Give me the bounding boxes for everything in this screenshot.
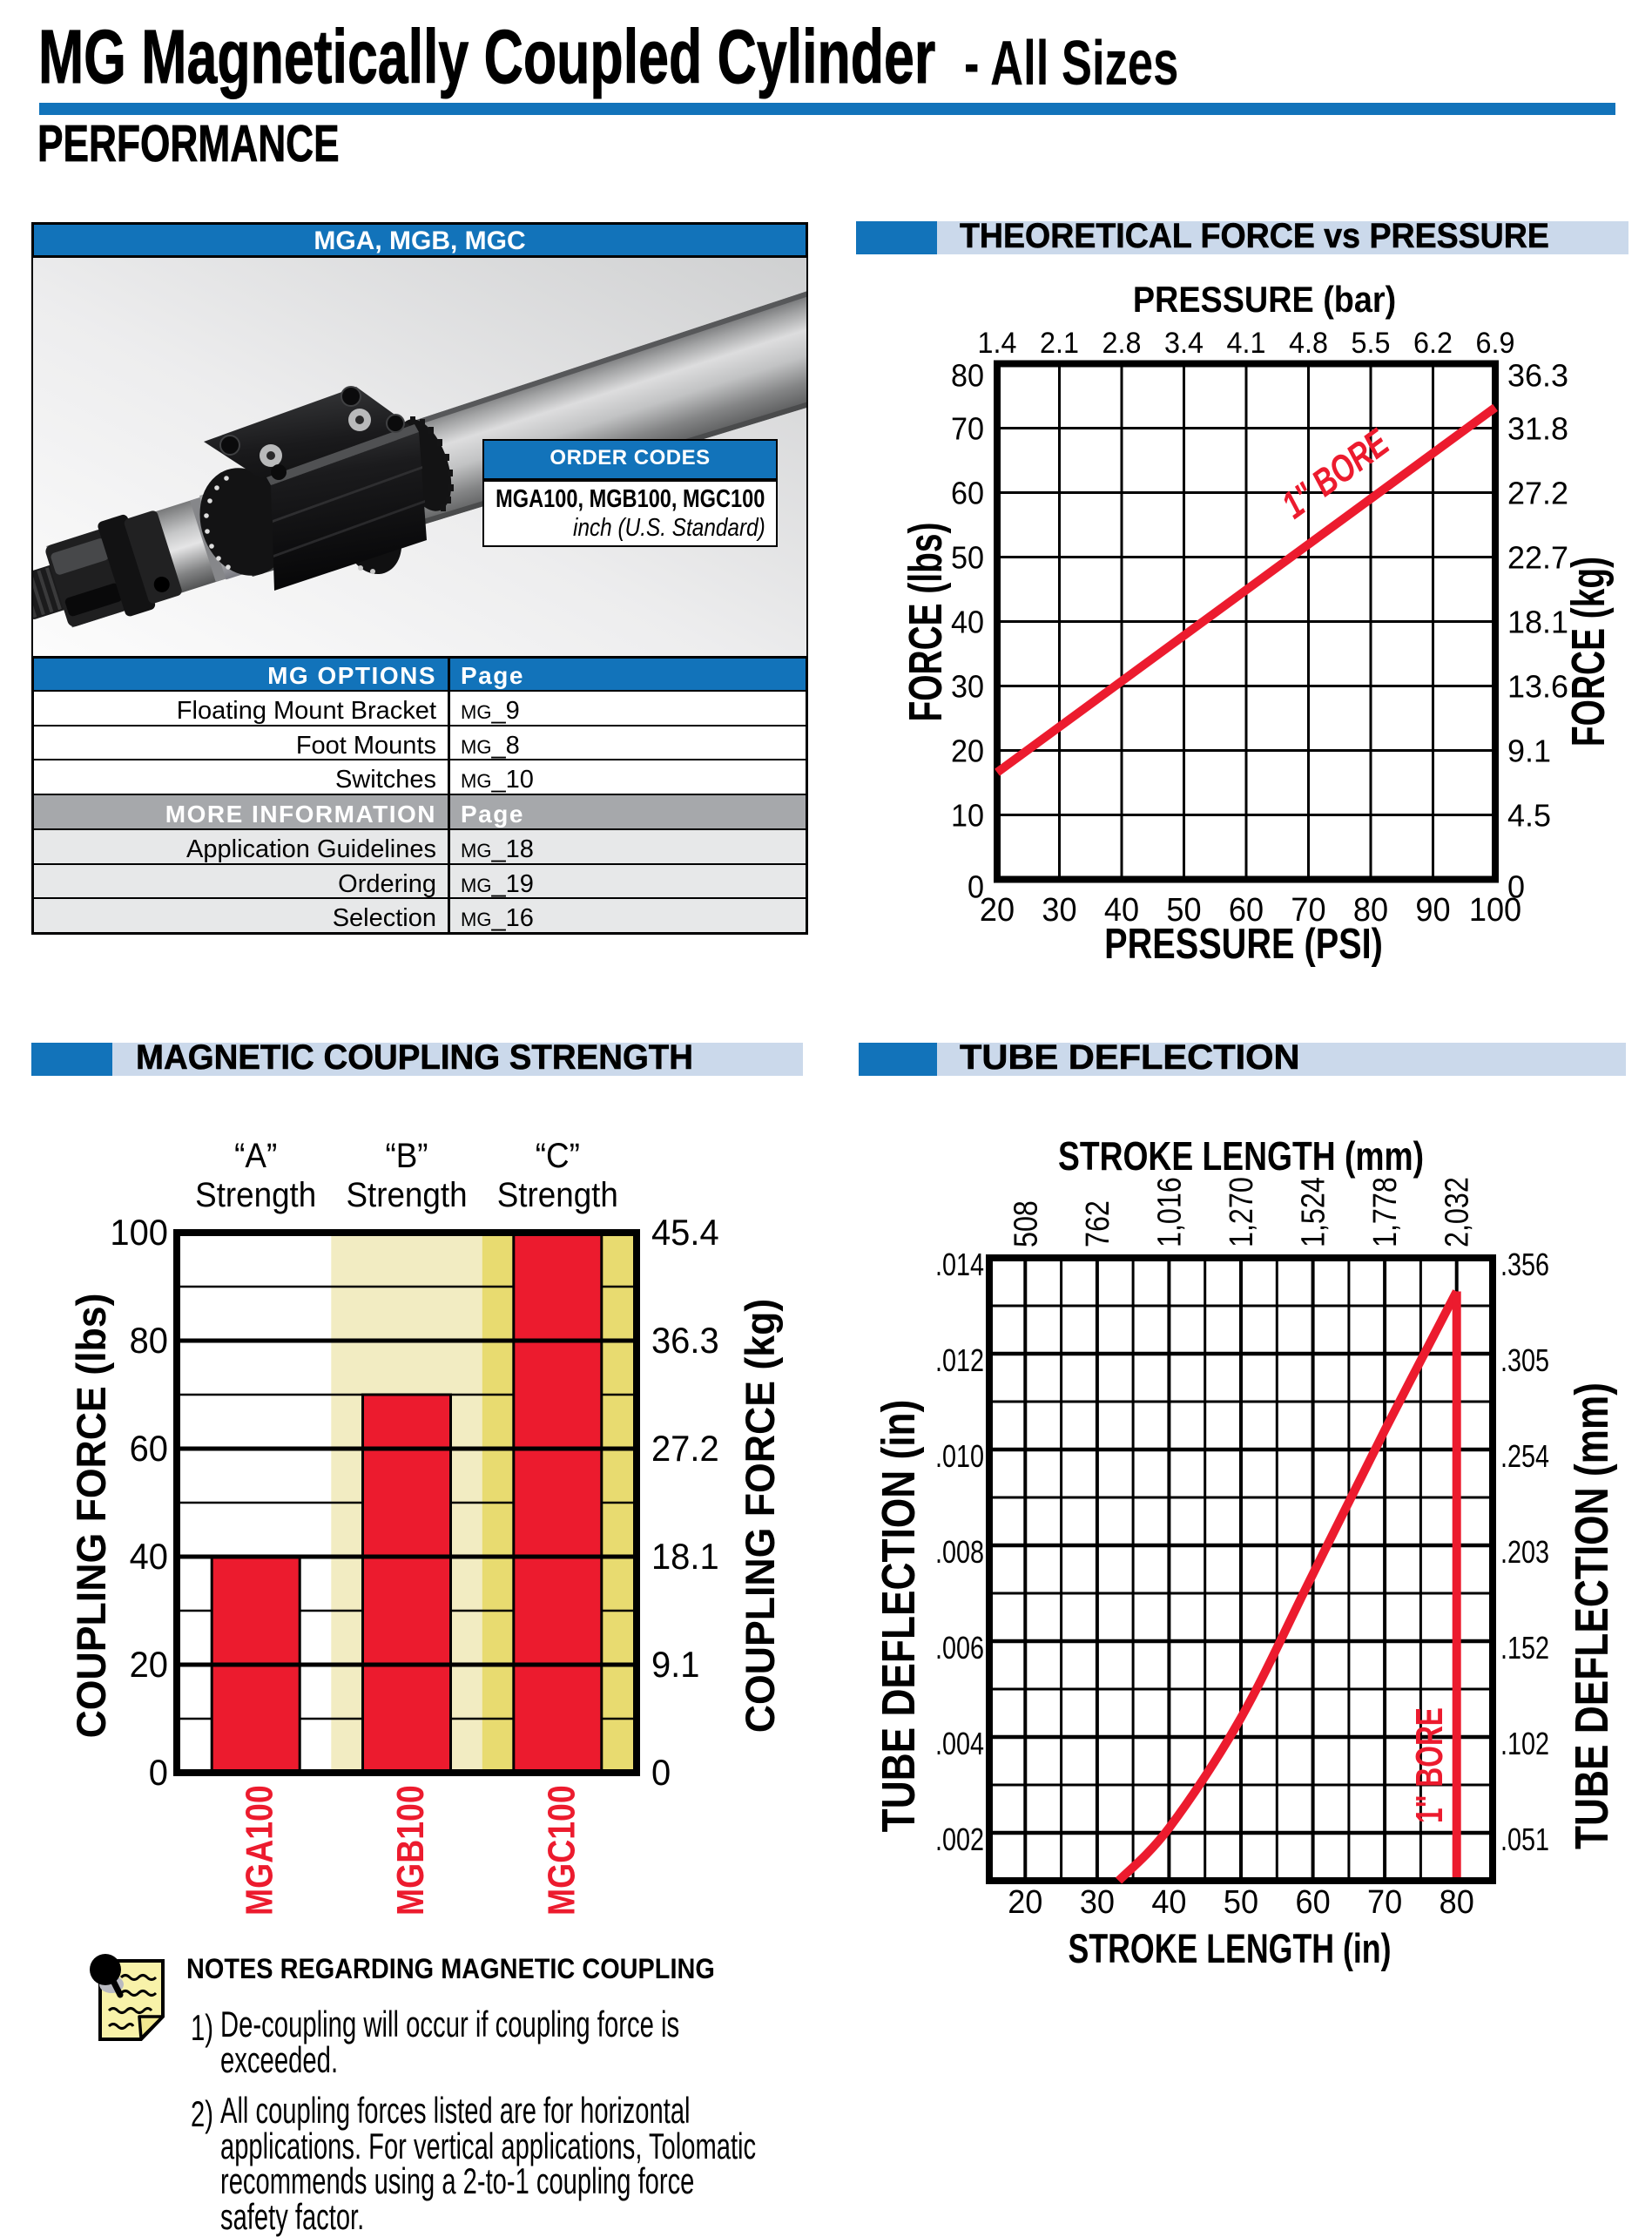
svg-text:90: 90 [1415,890,1450,928]
svg-text:6.2: 6.2 [1413,327,1453,360]
svg-text:2.8: 2.8 [1102,327,1142,360]
svg-text:60: 60 [130,1428,168,1469]
svg-text:30: 30 [1042,890,1076,928]
svg-text:.006: .006 [935,1630,984,1666]
svg-text:TUBE DEFLECTION (mm): TUBE DEFLECTION (mm) [1566,1382,1618,1849]
svg-text:.356: .356 [1500,1247,1549,1282]
svg-text:MGA100: MGA100 [238,1785,281,1916]
svg-text:762: 762 [1079,1200,1116,1247]
svg-text:100: 100 [1469,890,1521,928]
svg-text:31.8: 31.8 [1507,411,1568,447]
svg-text:“B”: “B” [385,1137,428,1176]
svg-text:20: 20 [130,1644,168,1685]
svg-text:4.8: 4.8 [1289,327,1328,360]
svg-text:1,778: 1,778 [1367,1177,1404,1247]
svg-text:50: 50 [1166,890,1201,928]
svg-text:MGB100: MGB100 [388,1785,432,1916]
svg-text:Strength: Strength [497,1176,618,1215]
svg-text:1" BORE: 1" BORE [1274,422,1397,528]
svg-text:COUPLING FORCE (lbs): COUPLING FORCE (lbs) [69,1294,114,1739]
svg-text:Strength: Strength [195,1176,316,1215]
svg-text:100: 100 [110,1212,168,1253]
svg-text:9.1: 9.1 [651,1644,699,1685]
svg-text:.014: .014 [935,1247,984,1282]
svg-text:20: 20 [980,890,1015,928]
svg-text:13.6: 13.6 [1507,669,1568,705]
svg-text:60: 60 [1229,890,1264,928]
svg-text:FORCE (kg): FORCE (kg) [1561,557,1615,747]
svg-text:5.5: 5.5 [1352,327,1391,360]
svg-text:1.4: 1.4 [978,327,1017,360]
svg-text:.254: .254 [1500,1438,1549,1474]
svg-text:18.1: 18.1 [1507,605,1568,640]
svg-text:80: 80 [1353,890,1388,928]
svg-text:3.4: 3.4 [1164,327,1204,360]
svg-text:36.3: 36.3 [1507,358,1568,394]
svg-text:.012: .012 [935,1342,984,1378]
svg-text:.002: .002 [935,1821,984,1857]
svg-text:30: 30 [951,670,984,705]
svg-text:PRESSURE (PSI): PRESSURE (PSI) [1104,921,1383,968]
svg-text:1,524: 1,524 [1295,1177,1332,1247]
svg-text:70: 70 [1291,890,1325,928]
svg-text:40: 40 [1151,1882,1186,1920]
svg-text:30: 30 [1080,1882,1115,1920]
svg-text:.102: .102 [1500,1726,1549,1761]
svg-text:60: 60 [1296,1882,1331,1920]
svg-text:.305: .305 [1500,1342,1549,1378]
svg-text:60: 60 [951,476,984,511]
svg-text:50: 50 [951,541,984,576]
svg-text:45.4: 45.4 [651,1212,719,1253]
svg-text:.008: .008 [935,1534,984,1570]
svg-text:1,270: 1,270 [1224,1177,1260,1247]
svg-text:40: 40 [1104,890,1139,928]
svg-text:4.1: 4.1 [1227,327,1266,360]
svg-text:80: 80 [951,359,984,394]
svg-text:10: 10 [951,799,984,834]
svg-text:MGC100: MGC100 [539,1785,583,1916]
svg-text:.004: .004 [935,1726,984,1761]
svg-text:“A”: “A” [234,1137,277,1176]
svg-text:0: 0 [968,870,984,905]
svg-text:70: 70 [951,412,984,447]
svg-text:27.2: 27.2 [1507,476,1568,511]
svg-text:50: 50 [1224,1882,1258,1920]
svg-text:40: 40 [951,605,984,640]
svg-text:80: 80 [1440,1882,1474,1920]
svg-text:20: 20 [951,734,984,769]
svg-text:.010: .010 [935,1438,984,1474]
svg-text:70: 70 [1367,1882,1402,1920]
svg-text:2.1: 2.1 [1040,327,1079,360]
svg-text:1" BORE: 1" BORE [1408,1707,1451,1823]
svg-text:36.3: 36.3 [651,1320,719,1361]
svg-text:4.5: 4.5 [1507,798,1551,834]
svg-text:6.9: 6.9 [1476,327,1515,360]
svg-text:27.2: 27.2 [651,1428,719,1469]
svg-text:PRESSURE (bar): PRESSURE (bar) [1133,280,1396,320]
svg-text:40: 40 [130,1536,168,1577]
svg-text:1,016: 1,016 [1151,1177,1188,1247]
svg-text:18.1: 18.1 [651,1536,719,1577]
svg-text:STROKE LENGTH (in): STROKE LENGTH (in) [1069,1925,1392,1971]
svg-text:.051: .051 [1500,1821,1549,1857]
svg-text:0: 0 [1507,869,1525,905]
svg-text:TUBE DEFLECTION (in): TUBE DEFLECTION (in) [873,1400,925,1833]
svg-text:508: 508 [1008,1200,1044,1247]
svg-text:.203: .203 [1500,1534,1549,1570]
svg-text:STROKE LENGTH (mm): STROKE LENGTH (mm) [1058,1133,1424,1179]
svg-text:“C”: “C” [536,1137,580,1176]
svg-text:.152: .152 [1500,1630,1549,1666]
svg-text:0: 0 [149,1752,168,1793]
svg-text:COUPLING FORCE (kg): COUPLING FORCE (kg) [738,1299,783,1733]
svg-text:FORCE (lbs): FORCE (lbs) [899,523,952,722]
svg-text:Strength: Strength [346,1176,467,1215]
svg-text:2,032: 2,032 [1439,1177,1475,1247]
svg-text:22.7: 22.7 [1507,540,1568,576]
svg-text:0: 0 [651,1752,671,1793]
svg-text:20: 20 [1008,1882,1042,1920]
svg-text:9.1: 9.1 [1507,733,1551,769]
svg-text:80: 80 [130,1320,168,1361]
